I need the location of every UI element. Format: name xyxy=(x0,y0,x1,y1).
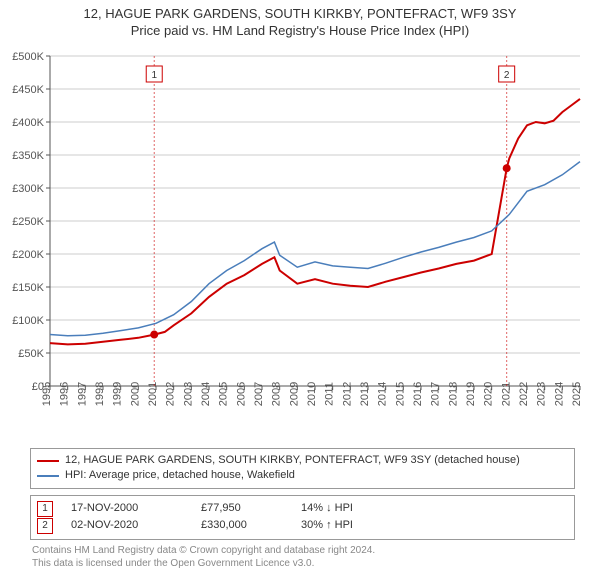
y-axis-label: £500K xyxy=(12,51,44,63)
event-number: 1 xyxy=(37,501,53,517)
x-axis-label: 2011 xyxy=(324,382,336,406)
y-axis-label: £100K xyxy=(12,315,44,327)
y-axis-label: £250K xyxy=(12,216,44,228)
x-axis-label: 2001 xyxy=(147,382,159,406)
x-axis-label: 1995 xyxy=(41,382,53,406)
x-axis-label: 2024 xyxy=(553,382,565,406)
x-axis-label: 2002 xyxy=(165,382,177,406)
event-marker-label: 1 xyxy=(151,70,157,81)
x-axis-label: 2015 xyxy=(394,382,406,406)
x-axis-label: 2003 xyxy=(182,382,194,406)
title-line-2: Price paid vs. HM Land Registry's House … xyxy=(0,23,600,40)
y-axis-label: £450K xyxy=(12,84,44,96)
events-table: 1 17-NOV-2000£77,95014% ↓ HPI 2 02-NOV-2020… xyxy=(30,495,575,540)
y-axis-label: £50K xyxy=(18,348,44,360)
legend-row: HPI: Average price, detached house, Wake… xyxy=(37,468,568,483)
event-number: 2 xyxy=(37,518,53,534)
x-axis-label: 2014 xyxy=(377,382,389,406)
x-axis-label: 2007 xyxy=(253,382,265,406)
title-line-1: 12, HAGUE PARK GARDENS, SOUTH KIRKBY, PO… xyxy=(0,6,600,23)
x-axis-label: 1997 xyxy=(76,382,88,406)
x-axis-label: 2005 xyxy=(218,382,230,406)
chart-plot-area: £0£50K£100K£150K£200K£250K£300K£350K£400… xyxy=(50,48,590,428)
legend-box: 12, HAGUE PARK GARDENS, SOUTH KIRKBY, PO… xyxy=(30,448,575,489)
event-row: 1 17-NOV-2000£77,95014% ↓ HPI xyxy=(37,500,568,518)
legend-label: 12, HAGUE PARK GARDENS, SOUTH KIRKBY, PO… xyxy=(65,453,520,468)
y-axis-label: £400K xyxy=(12,117,44,129)
x-axis-label: 2016 xyxy=(412,382,424,406)
x-axis-label: 2019 xyxy=(465,382,477,406)
x-axis-label: 1996 xyxy=(59,382,71,406)
license-text: Contains HM Land Registry data © Crown c… xyxy=(30,540,575,570)
legend-row: 12, HAGUE PARK GARDENS, SOUTH KIRKBY, PO… xyxy=(37,453,568,468)
x-axis-label: 2012 xyxy=(341,382,353,406)
x-axis-label: 1999 xyxy=(112,382,124,406)
x-axis-label: 2008 xyxy=(271,382,283,406)
x-axis-label: 2022 xyxy=(518,382,530,406)
event-date: 17-NOV-2000 xyxy=(71,500,201,518)
x-axis-label: 2025 xyxy=(571,382,583,406)
x-axis-label: 2017 xyxy=(430,382,442,406)
event-delta: 30% ↑ HPI xyxy=(301,517,401,535)
y-axis-label: £150K xyxy=(12,282,44,294)
event-delta: 14% ↓ HPI xyxy=(301,500,401,518)
x-axis-label: 2004 xyxy=(200,382,212,406)
x-axis-label: 2010 xyxy=(306,382,318,406)
legend-swatch xyxy=(37,460,59,462)
event-price: £330,000 xyxy=(201,517,301,535)
x-axis-label: 2020 xyxy=(483,382,495,406)
title-block: 12, HAGUE PARK GARDENS, SOUTH KIRKBY, PO… xyxy=(0,0,600,40)
event-row: 2 02-NOV-2020£330,00030% ↑ HPI xyxy=(37,517,568,535)
event-date: 02-NOV-2020 xyxy=(71,517,201,535)
data-marker xyxy=(150,331,158,339)
x-axis-label: 1998 xyxy=(94,382,106,406)
y-axis-label: £350K xyxy=(12,150,44,162)
data-marker xyxy=(503,164,511,172)
legend-swatch xyxy=(37,475,59,477)
legend-label: HPI: Average price, detached house, Wake… xyxy=(65,468,295,483)
event-marker-label: 2 xyxy=(504,70,510,81)
x-axis-label: 2018 xyxy=(447,382,459,406)
chart-container: 12, HAGUE PARK GARDENS, SOUTH KIRKBY, PO… xyxy=(0,0,600,560)
legend-footer: 12, HAGUE PARK GARDENS, SOUTH KIRKBY, PO… xyxy=(30,448,575,570)
x-axis-label: 2023 xyxy=(536,382,548,406)
x-axis-label: 2013 xyxy=(359,382,371,406)
y-axis-label: £300K xyxy=(12,183,44,195)
x-axis-label: 2000 xyxy=(129,382,141,406)
x-axis-label: 2006 xyxy=(235,382,247,406)
y-axis-label: £200K xyxy=(12,249,44,261)
event-price: £77,950 xyxy=(201,500,301,518)
license-line-2: This data is licensed under the Open Gov… xyxy=(32,557,573,570)
x-axis-label: 2009 xyxy=(288,382,300,406)
license-line-1: Contains HM Land Registry data © Crown c… xyxy=(32,544,573,557)
chart-svg: £0£50K£100K£150K£200K£250K£300K£350K£400… xyxy=(50,48,590,428)
